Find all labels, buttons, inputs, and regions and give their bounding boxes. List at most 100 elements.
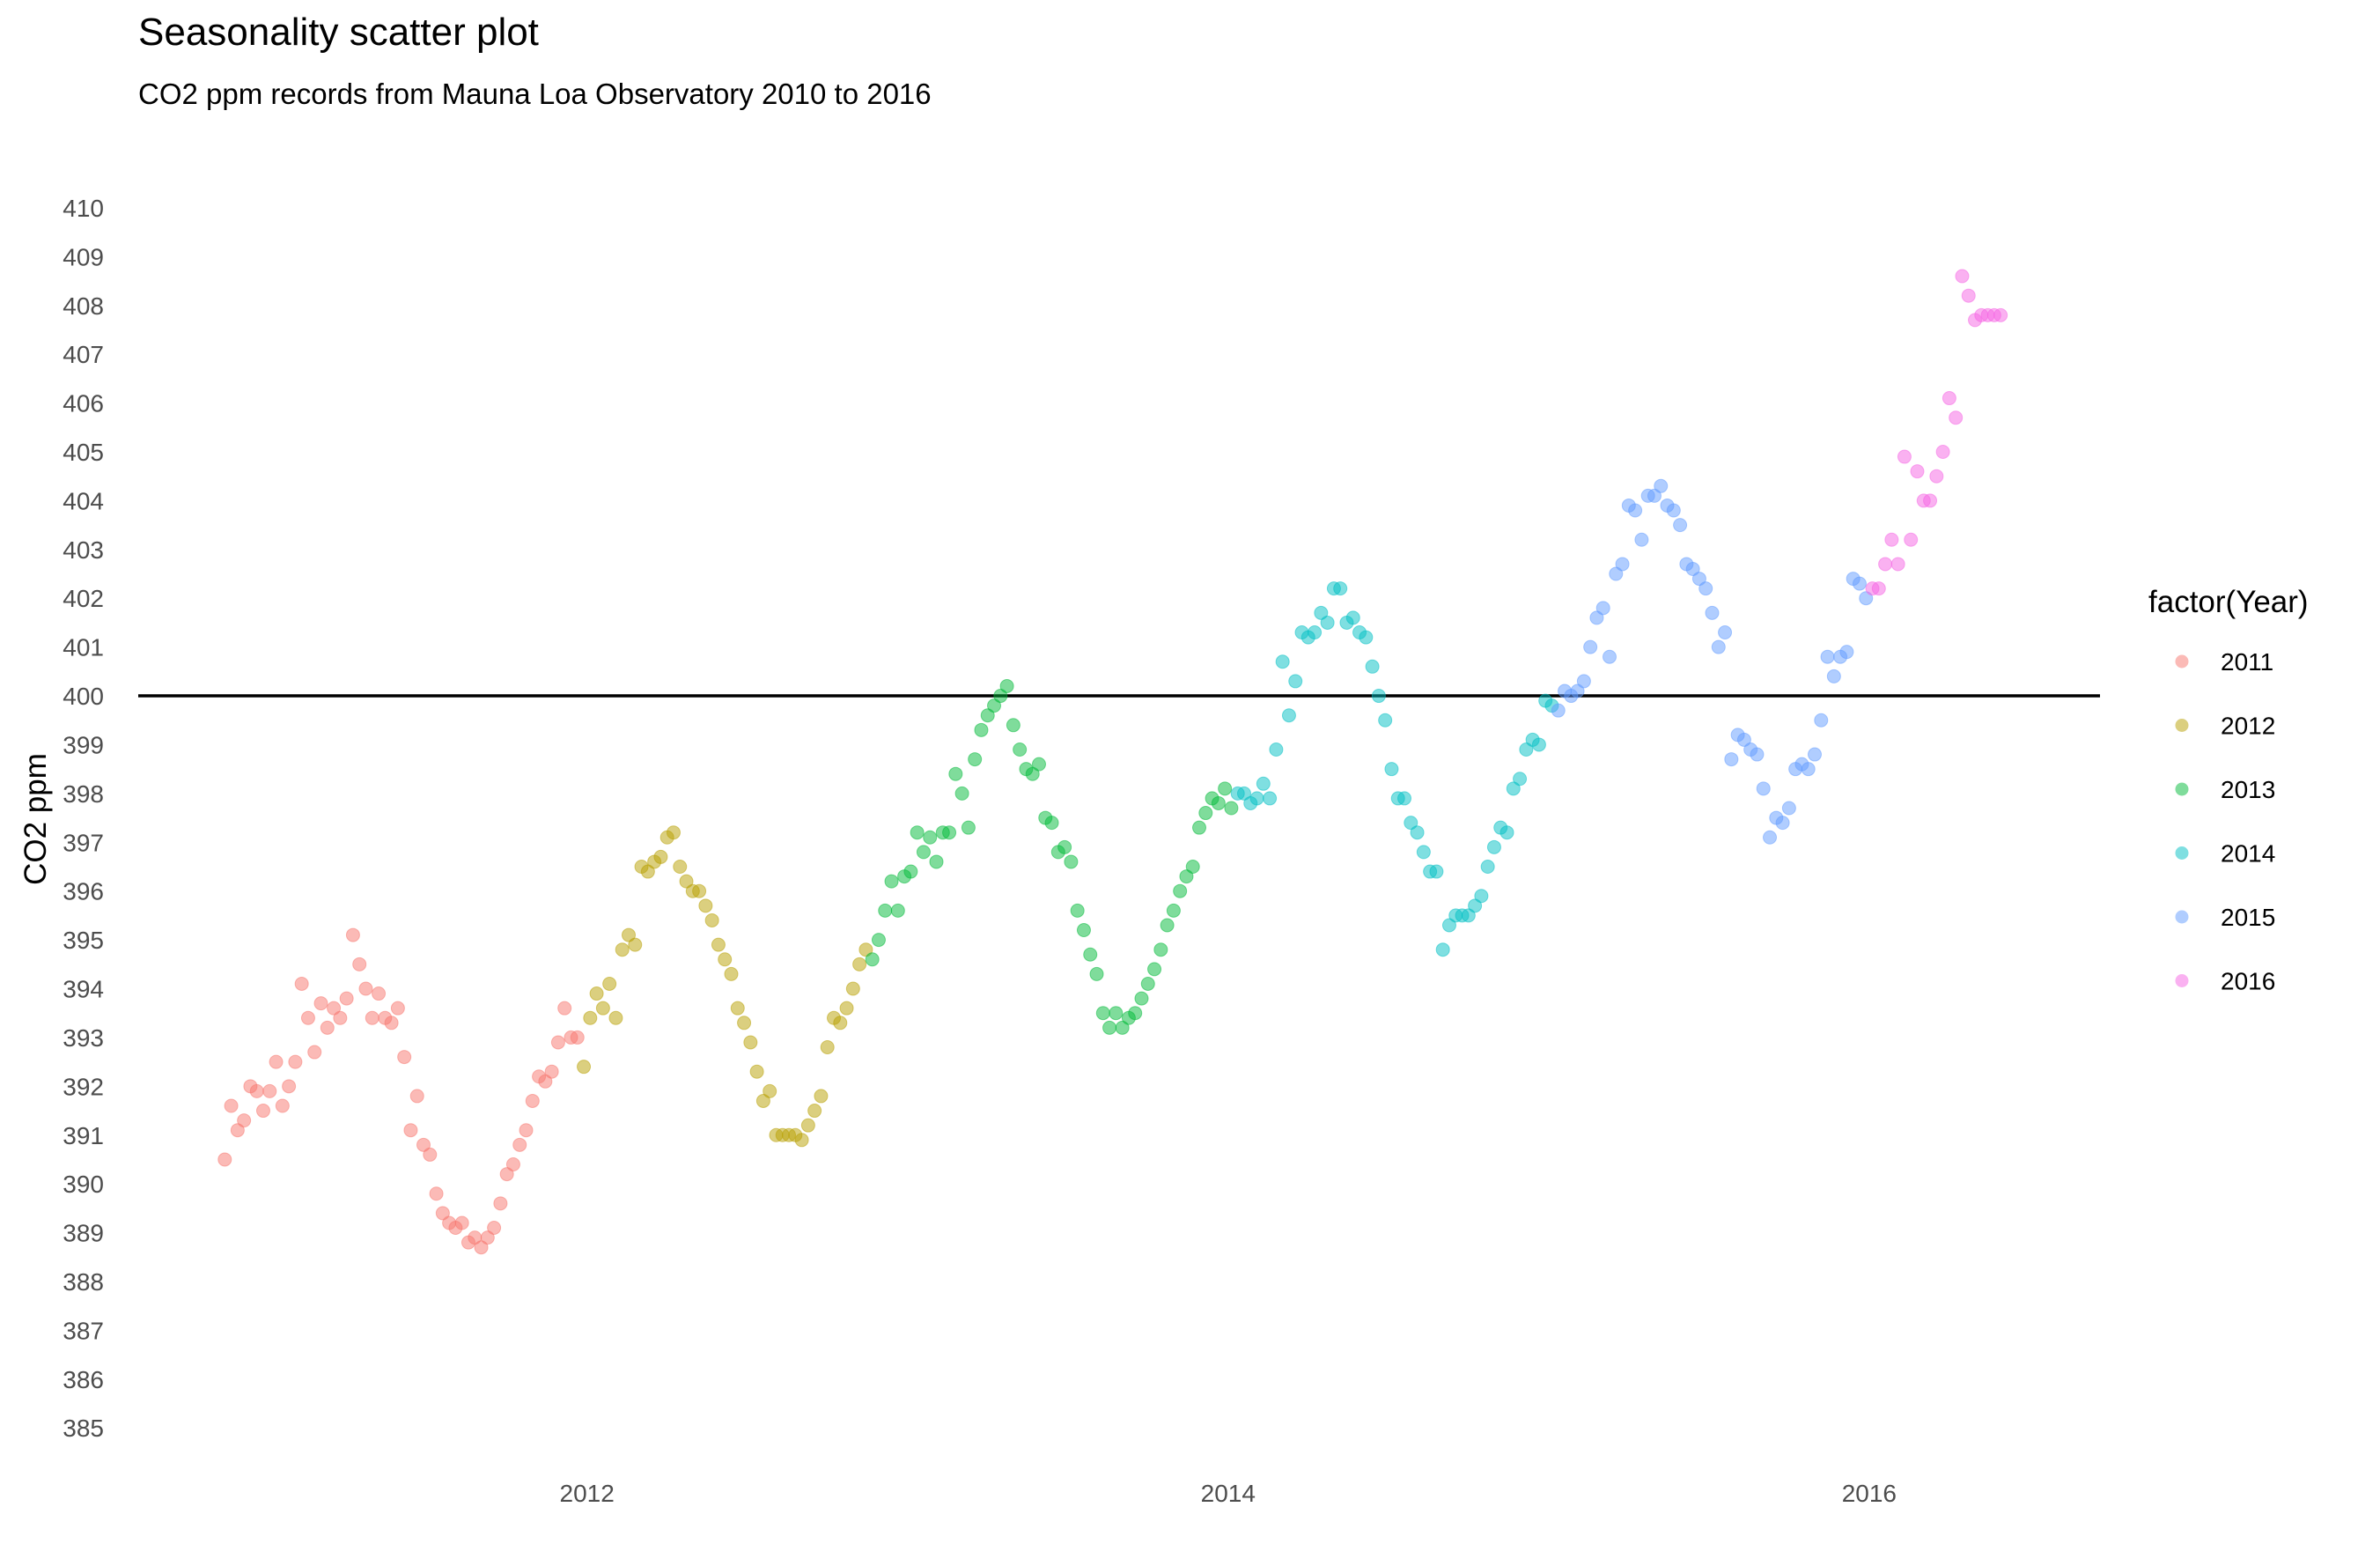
data-point — [1583, 639, 1598, 654]
data-point — [1013, 742, 1028, 757]
data-point — [1198, 806, 1213, 821]
data-point — [852, 957, 867, 971]
data-point — [1781, 801, 1796, 816]
data-point — [1609, 566, 1624, 581]
data-point — [1160, 918, 1175, 933]
data-point — [704, 912, 719, 927]
data-point — [512, 1137, 527, 1152]
data-point — [884, 874, 899, 889]
data-point — [1102, 1020, 1117, 1035]
data-point — [763, 1083, 777, 1098]
data-point — [320, 1020, 335, 1035]
data-point — [1185, 859, 1200, 874]
data-point — [1718, 625, 1733, 640]
legend-key — [2175, 654, 2189, 669]
legend-key — [2175, 910, 2189, 924]
data-point — [1513, 772, 1528, 787]
chart-title: Seasonality scatter plot — [138, 11, 539, 54]
data-point — [942, 825, 957, 840]
data-point — [1506, 781, 1521, 796]
data-point — [1705, 605, 1720, 620]
legend: factor(Year) 2011 2012 2013 2014 2015 2016 — [2148, 585, 2309, 995]
data-point — [1429, 864, 1444, 879]
data-point — [1750, 747, 1765, 762]
data-point — [1628, 503, 1643, 518]
y-tick-label: 390 — [63, 1171, 104, 1198]
data-point — [429, 1186, 444, 1201]
data-point — [1044, 816, 1059, 831]
y-tick-label: 389 — [63, 1220, 104, 1247]
data-point — [1218, 781, 1233, 796]
data-point — [474, 1240, 489, 1255]
x-axis-ticks: 2012 2014 2016 — [560, 1480, 1897, 1507]
data-point — [1147, 962, 1162, 977]
data-point — [1384, 762, 1399, 777]
data-point — [1474, 889, 1489, 904]
data-point — [345, 927, 360, 942]
data-point — [577, 1060, 592, 1075]
data-point — [487, 1221, 502, 1236]
data-point — [1095, 1006, 1110, 1021]
data-point — [416, 1137, 431, 1152]
data-point — [1192, 820, 1207, 835]
y-tick-label: 399 — [63, 731, 104, 758]
data-point — [615, 942, 630, 957]
data-point — [237, 1113, 252, 1128]
legend-label: 2015 — [2221, 904, 2275, 931]
data-point — [1897, 449, 1912, 464]
data-point — [1807, 747, 1822, 762]
y-tick-label: 392 — [63, 1073, 104, 1100]
x-tick-label: 2014 — [1201, 1480, 1256, 1507]
data-point — [814, 1089, 829, 1104]
data-point — [1551, 703, 1566, 718]
data-point — [358, 981, 373, 996]
data-point — [1826, 669, 1841, 683]
data-point — [1140, 976, 1155, 991]
data-point — [916, 845, 931, 860]
data-point — [673, 859, 688, 874]
data-point — [300, 1010, 315, 1025]
data-point — [294, 976, 309, 991]
y-tick-label: 395 — [63, 927, 104, 954]
data-point — [1589, 610, 1604, 625]
data-point — [1333, 581, 1348, 596]
data-point — [1006, 718, 1021, 733]
data-point — [595, 1001, 610, 1016]
data-point — [397, 1050, 412, 1065]
y-tick-label: 404 — [63, 487, 104, 514]
data-point — [1698, 581, 1713, 596]
data-point — [1775, 816, 1790, 831]
data-point — [1308, 625, 1323, 640]
y-tick-label: 408 — [63, 292, 104, 320]
y-tick-label: 403 — [63, 536, 104, 564]
data-point — [608, 1010, 623, 1025]
data-point — [1871, 581, 1886, 596]
data-point — [724, 966, 739, 981]
data-point — [288, 1054, 303, 1069]
data-point — [493, 1196, 508, 1211]
data-point — [480, 1230, 495, 1245]
data-point — [698, 898, 713, 913]
data-point — [1211, 795, 1226, 810]
data-point — [1275, 654, 1290, 669]
data-point — [1263, 791, 1278, 806]
y-tick-label: 407 — [63, 341, 104, 368]
data-point — [1314, 605, 1329, 620]
data-point — [589, 986, 604, 1001]
data-point — [1378, 713, 1393, 728]
data-point — [1281, 708, 1296, 723]
data-point — [519, 1123, 534, 1138]
data-point — [1397, 791, 1412, 806]
data-point — [403, 1123, 418, 1138]
data-point — [1949, 410, 1964, 425]
data-point — [987, 698, 1002, 713]
data-point — [557, 1001, 572, 1016]
data-point — [1961, 288, 1976, 303]
data-point — [454, 1215, 469, 1230]
legend-label: 2014 — [2221, 840, 2275, 868]
data-point — [1736, 732, 1751, 747]
data-point — [711, 937, 726, 952]
data-point — [948, 766, 963, 781]
data-point — [1615, 557, 1630, 572]
data-point — [820, 1040, 835, 1055]
